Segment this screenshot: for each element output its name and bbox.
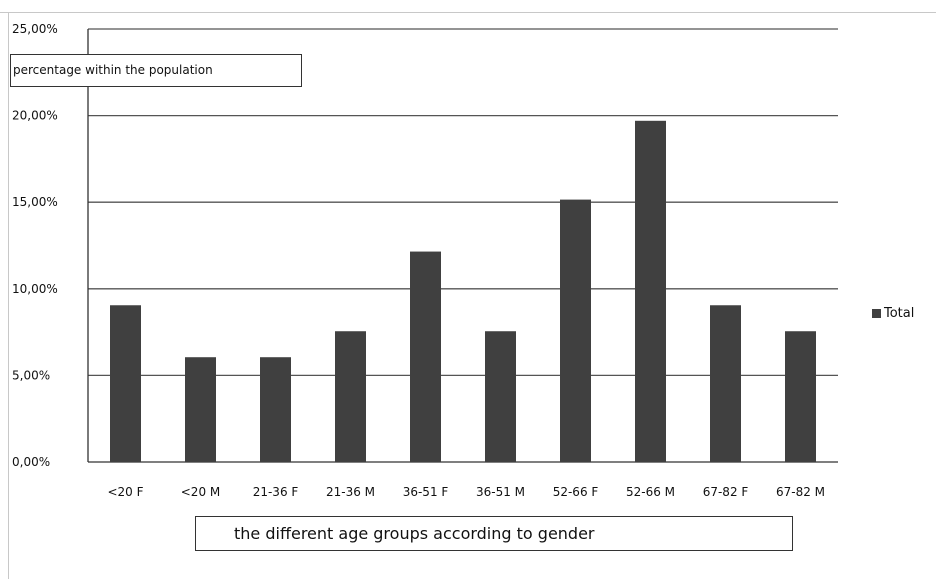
bar-5 [410,251,441,462]
bars [110,120,816,463]
x-tick-label: 67-82 M [776,485,825,499]
x-tick-label: <20 F [107,485,143,499]
x-tick-label: <20 M [181,485,221,499]
x-tick-label: 36-51 F [403,485,449,499]
bar-9 [710,305,741,462]
y-tick-label: 10,00% [12,282,58,296]
bar-6 [485,331,516,462]
bar-10 [785,331,816,462]
bar-1 [110,305,141,462]
bar-2 [185,357,216,462]
x-tick-labels: <20 F <20 M 21-36 F 21-36 M 36-51 F 36-51 M 52… [107,485,825,499]
bar-4 [335,331,366,462]
bar-7 [560,199,591,463]
y-axis-title: percentage within the population [10,54,302,87]
x-tick-label: 52-66 M [626,485,675,499]
y-tick-labels: 0,00% 5,00% 10,00% 15,00% 20,00% 25,00% [12,22,58,469]
bar-8 [635,120,666,463]
y-tick-label: 20,00% [12,109,58,123]
y-tick-label: 25,00% [12,22,58,36]
x-tick-label: 67-82 F [703,485,749,499]
x-tick-label: 52-66 F [553,485,599,499]
x-tick-label: 36-51 M [476,485,525,499]
y-tick-label: 0,00% [12,455,50,469]
chart-frame-left-border [8,12,9,579]
legend: Total [872,306,914,321]
x-tick-label: 21-36 M [326,485,375,499]
chart-frame-top-border [0,12,936,13]
y-tick-label: 5,00% [12,368,50,382]
legend-label-total: Total [884,306,915,321]
legend-swatch-total [872,309,881,318]
bar-3 [260,357,291,462]
x-tick-label: 21-36 F [253,485,299,499]
x-axis-title: the different age groups according to ge… [195,516,793,551]
y-tick-label: 15,00% [12,195,58,209]
